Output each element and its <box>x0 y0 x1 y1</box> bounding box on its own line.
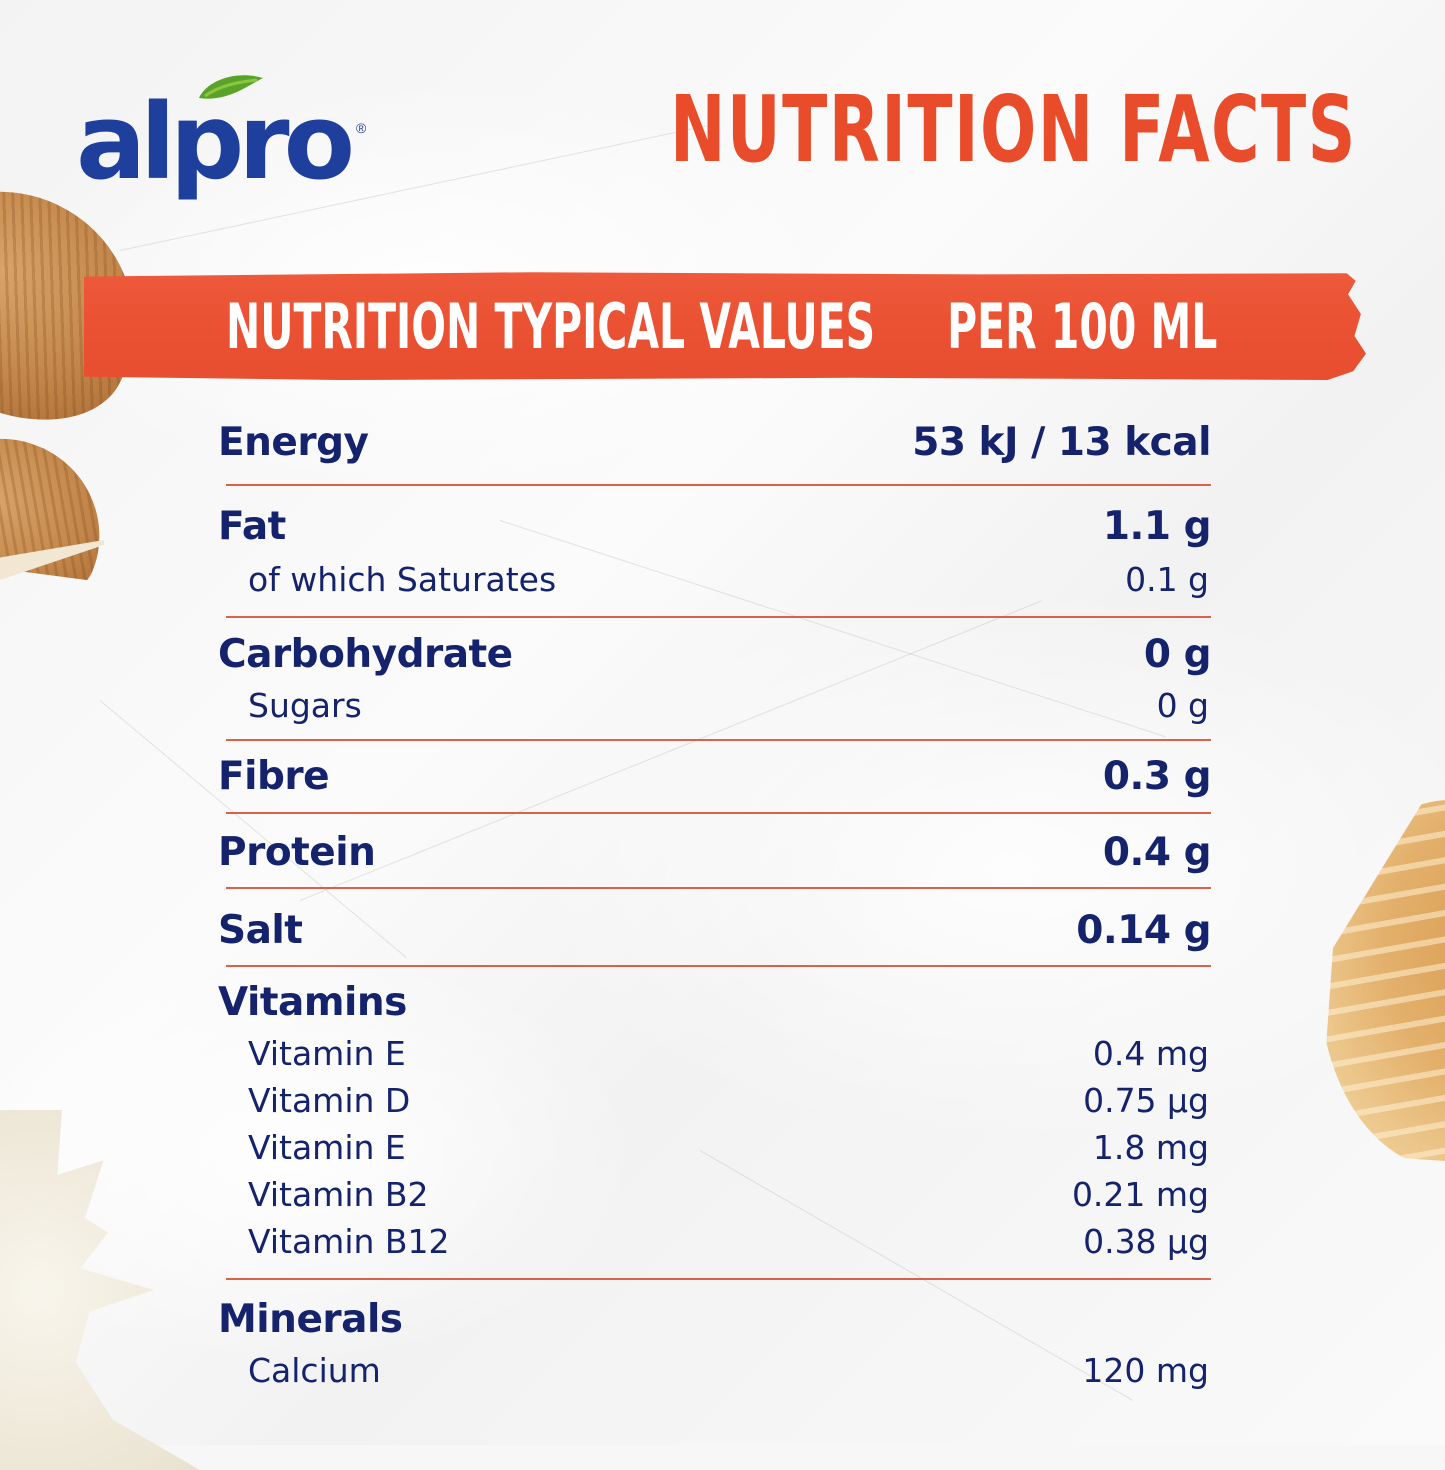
table-row-vitamin-b12: Vitamin B12 0.38 µg <box>218 1222 1211 1261</box>
table-row-saturates: of which Saturates 0.1 g <box>218 560 1211 599</box>
row-value: 0 g <box>1143 632 1212 677</box>
table-row-sugars: Sugars 0 g <box>218 686 1211 725</box>
row-label: Fibre <box>218 754 330 799</box>
row-divider <box>226 616 1211 618</box>
table-row-minerals-heading: Minerals <box>218 1297 1211 1342</box>
table-row-vitamin-b2: Vitamin B2 0.21 mg <box>218 1175 1211 1214</box>
row-label: Vitamin E <box>248 1034 406 1073</box>
table-row-carbohydrate: Carbohydrate 0 g <box>218 632 1212 677</box>
row-divider <box>226 965 1211 967</box>
row-divider <box>226 484 1211 486</box>
row-label: Vitamin D <box>248 1081 411 1120</box>
row-value: 0.38 µg <box>1083 1222 1209 1261</box>
page-title: NUTRITION FACTS <box>670 76 1357 183</box>
row-label: Vitamin E <box>248 1128 406 1167</box>
row-divider <box>226 1278 1211 1280</box>
row-value: 0.14 g <box>1076 908 1211 953</box>
registered-mark: ® <box>356 120 367 136</box>
table-row-vitamin-e: Vitamin E 0.4 mg <box>218 1034 1211 1073</box>
row-label: Fat <box>218 504 286 549</box>
row-value: 1.1 g <box>1102 504 1212 549</box>
table-row-vitamin-d: Vitamin D 0.75 µg <box>218 1081 1211 1120</box>
row-value: 0.3 g <box>1102 754 1212 799</box>
row-value: 0.1 g <box>1125 560 1209 599</box>
row-label: Vitamin B12 <box>248 1222 450 1261</box>
row-value: 1.8 mg <box>1092 1128 1209 1167</box>
table-row-protein: Protein 0.4 g <box>218 830 1212 875</box>
row-value: 0.75 µg <box>1083 1081 1209 1120</box>
table-row-energy: Energy 53 kJ / 13 kcal <box>218 420 1211 465</box>
row-label: of which Saturates <box>248 560 557 599</box>
table-row-vitamin-e-2: Vitamin E 1.8 mg <box>218 1128 1211 1167</box>
banner-right-label: PER 100 ML <box>946 290 1217 363</box>
row-label: Vitamin B2 <box>248 1175 429 1214</box>
leaf-icon <box>199 75 263 99</box>
row-label: Protein <box>218 830 376 875</box>
row-label: Vitamins <box>218 980 407 1025</box>
row-value: 120 mg <box>1082 1351 1209 1390</box>
row-value: 0.4 g <box>1102 830 1212 875</box>
banner-left-label: NUTRITION TYPICAL VALUES <box>226 290 876 363</box>
row-label: Carbohydrate <box>218 632 513 677</box>
row-divider <box>226 812 1211 814</box>
header-banner <box>84 272 1366 380</box>
row-label: Calcium <box>248 1351 381 1390</box>
table-row-fat: Fat 1.1 g <box>218 504 1212 549</box>
row-label: Energy <box>218 420 369 465</box>
row-divider <box>226 887 1211 889</box>
brand-logo: alpro ® <box>76 72 366 212</box>
row-value: 53 kJ / 13 kcal <box>912 420 1211 465</box>
table-row-salt: Salt 0.14 g <box>218 908 1211 953</box>
row-label: Salt <box>218 908 303 953</box>
row-label: Sugars <box>248 686 362 725</box>
brand-name: alpro <box>76 81 355 203</box>
row-label: Minerals <box>218 1297 403 1342</box>
row-value: 0 g <box>1156 686 1209 725</box>
row-divider <box>226 739 1211 741</box>
row-value: 0.21 mg <box>1071 1175 1209 1214</box>
table-row-vitamins-heading: Vitamins <box>218 980 1211 1025</box>
table-row-fibre: Fibre 0.3 g <box>218 754 1212 799</box>
row-value: 0.4 mg <box>1092 1034 1209 1073</box>
table-row-calcium: Calcium 120 mg <box>218 1351 1211 1390</box>
